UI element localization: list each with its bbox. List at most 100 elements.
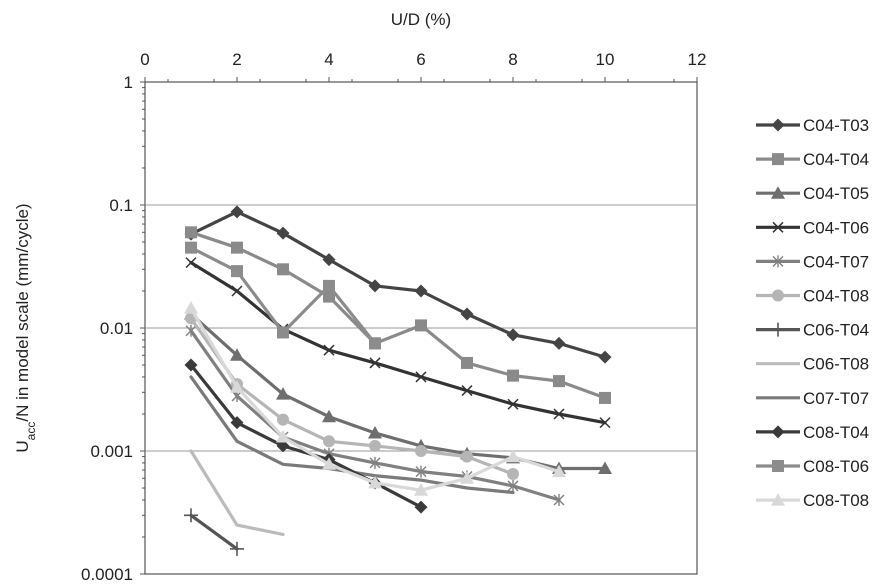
data-point-c04-t07: [369, 456, 381, 469]
y-tick-label: 0.01: [100, 319, 133, 338]
legend-label: C04-T06: [803, 218, 869, 237]
x-axis-ticks: 0 2 4 6 8 10 12: [140, 50, 706, 82]
series-line-c04-t06: [189, 261, 607, 425]
legend-label: C04-T07: [803, 252, 869, 271]
legend-entry-c08-t04: C08-T04: [756, 423, 869, 442]
data-point-c04-t08: [461, 450, 473, 463]
series-line-c06-t08: [189, 449, 285, 537]
legend-entry-c04-t06: C04-T06: [756, 218, 869, 237]
marker-stroke: [461, 385, 473, 397]
legend-entry-c06-t08: C06-T08: [756, 355, 869, 374]
legend-swatch-marker: [771, 186, 785, 199]
data-point-c04-t06: [461, 385, 473, 397]
y-axis-ticks: 0.0001 0.001 0.01 0.1 1: [81, 73, 145, 584]
data-point-c04-t08: [507, 468, 519, 481]
legend-entry-c08-t06: C08-T06: [756, 457, 869, 476]
legend-label: C06-T08: [803, 355, 869, 374]
data-point-c08-t08: [552, 464, 566, 478]
x-axis-title: U/D (%): [391, 10, 451, 29]
data-point-c08-t08: [230, 380, 244, 393]
series-c08-t04: [184, 358, 428, 514]
legend-entry-c06-t04: C06-T04: [756, 321, 869, 340]
legend-entry-c04-t05: C04-T05: [756, 184, 869, 203]
data-point-c04-t03: [414, 284, 428, 298]
x-tick-label: 2: [232, 50, 241, 69]
data-point-c06-t04: [230, 541, 244, 556]
data-point-c04-t07: [185, 324, 197, 337]
data-point-c04-t06: [231, 285, 243, 297]
data-point-c04-t04: [461, 356, 473, 369]
series-line-c04-t04: [189, 230, 607, 400]
data-point-c08-t08: [506, 449, 520, 463]
legend-entry-c04-t04: C04-T04: [756, 150, 869, 169]
legend-swatch-marker: [772, 255, 784, 268]
data-point-c04-t05: [598, 461, 612, 475]
data-point-c04-t04: [277, 263, 289, 276]
data-point-c08-t04: [230, 416, 244, 430]
legend-entry-c04-t08: C04-T08: [756, 287, 869, 306]
legend-swatch-marker: [771, 322, 785, 337]
legend-label: C04-T04: [803, 150, 869, 169]
data-point-c08-t06: [277, 326, 289, 339]
x-tick-label: 10: [596, 50, 615, 69]
data-point-c04-t08: [415, 445, 427, 457]
legend-label: C08-T04: [803, 423, 869, 442]
data-point-c04-t06: [369, 357, 381, 369]
data-point-c08-t04: [414, 500, 428, 514]
data-point-c04-t06: [415, 371, 427, 383]
data-point-c04-t04: [415, 319, 427, 332]
marker-stroke: [185, 257, 197, 269]
x-tick-label: 0: [140, 50, 149, 69]
legend-entry-c04-t07: C04-T07: [756, 252, 869, 271]
data-point-c04-t04: [231, 241, 243, 254]
data-point-c04-t07: [507, 479, 519, 492]
legend-swatch-marker: [772, 460, 784, 472]
data-point-c08-t06: [369, 337, 381, 350]
data-point-c04-t05: [230, 348, 244, 361]
data-point-c04-t05: [368, 426, 382, 439]
data-point-c08-t08: [322, 457, 336, 470]
legend-swatch-marker: [772, 153, 784, 166]
data-point-c08-t06: [185, 241, 197, 254]
legend-entry-c04-t03: C04-T03: [756, 116, 869, 135]
y-axis-title-main: U: [13, 440, 32, 452]
legend-swatch-marker: [771, 118, 785, 132]
data-point-c04-t03: [506, 328, 520, 342]
series-c08-t06: [185, 241, 381, 350]
legend-swatch-marker: [772, 289, 784, 302]
legend-label: C08-T06: [803, 457, 869, 476]
series-line-c06-t04: [189, 513, 239, 551]
data-point-c04-t06: [507, 398, 519, 410]
marker-stroke: [415, 371, 427, 383]
series-c04-t04: [185, 226, 611, 404]
data-point-c04-t03: [230, 205, 244, 219]
data-point-c04-t08: [369, 439, 381, 452]
legend-label: C04-T03: [803, 116, 869, 135]
y-axis-title-subscript: acc: [24, 422, 38, 441]
data-point-c04-t04: [599, 391, 611, 404]
data-point-c06-t04: [184, 508, 198, 523]
marker-stroke: [231, 285, 243, 297]
y-axis-title: Uacc/N in model scale (mm/cycle): [13, 203, 38, 452]
data-point-c08-t04: [276, 439, 290, 453]
series-c08-t08: [184, 301, 566, 496]
marker-stroke: [323, 344, 335, 356]
data-point-c08-t08: [184, 301, 198, 314]
legend-swatch-marker: [771, 493, 785, 506]
marker-stroke: [369, 357, 381, 369]
series-line-c04-t03: [189, 210, 607, 359]
legend-label: C04-T08: [803, 287, 869, 306]
legend: C04-T03 C04-T04 C04-T05 C04-T06 C04-T07 C04-T…: [756, 116, 869, 510]
series-c06-t08: [189, 449, 285, 537]
marker-stroke: [772, 221, 784, 233]
legend-label: C07-T07: [803, 389, 869, 408]
data-point-c04-t08: [323, 435, 335, 448]
data-point-c04-t03: [598, 350, 612, 364]
legend-label: C04-T05: [803, 184, 869, 203]
data-point-c04-t08: [277, 413, 289, 426]
x-tick-label: 12: [688, 50, 707, 69]
data-point-c04-t04: [507, 369, 519, 382]
legend-entry-c07-t07: C07-T07: [756, 389, 869, 408]
series-layer: [184, 205, 612, 556]
legend-swatch-marker: [771, 425, 785, 439]
